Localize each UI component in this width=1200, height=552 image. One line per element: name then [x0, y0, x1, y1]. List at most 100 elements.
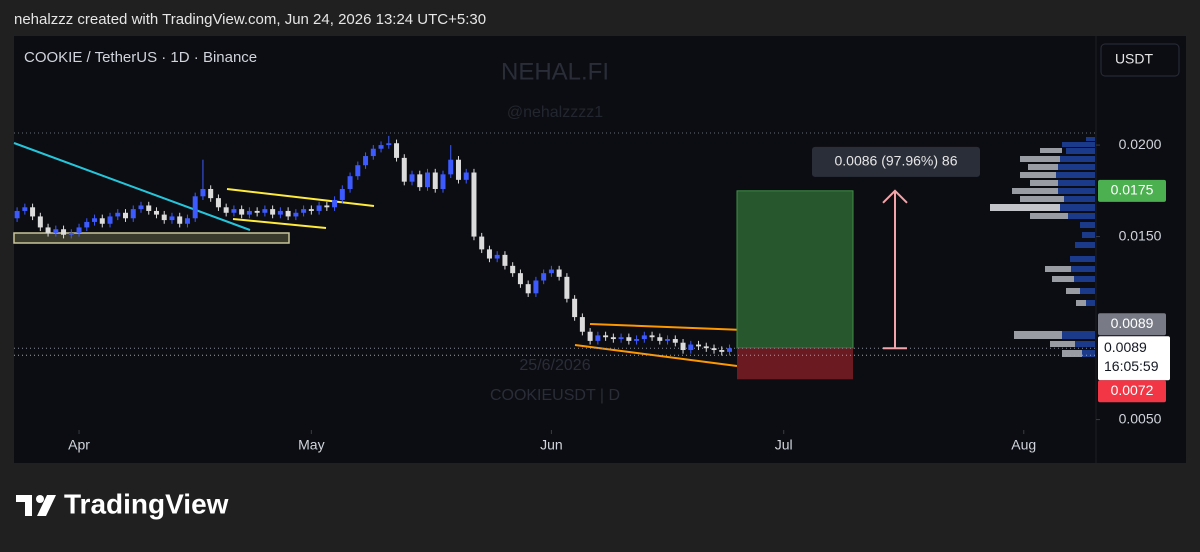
entry-label: 0.0089	[1111, 315, 1154, 331]
candle-body	[432, 172, 438, 189]
candle-body	[37, 216, 43, 228]
candle-body	[332, 199, 338, 208]
candle-body	[595, 335, 601, 341]
candle-body	[316, 205, 322, 211]
measure-arrowhead	[882, 189, 908, 204]
vp-bar	[1020, 172, 1056, 178]
vp-bar	[1068, 213, 1095, 219]
candle-body	[564, 276, 570, 299]
vp-bar	[1062, 350, 1082, 357]
candle-body	[53, 229, 59, 233]
trendline	[232, 218, 327, 229]
candle-body	[440, 174, 446, 189]
vp-bar	[1045, 266, 1071, 272]
candle-body	[153, 210, 159, 215]
vp-bar	[1075, 341, 1095, 347]
vp-bar	[1058, 188, 1095, 194]
candle-body	[246, 210, 252, 215]
candle-body	[262, 209, 268, 213]
vp-bar	[1028, 164, 1058, 170]
candle-body	[363, 156, 369, 166]
candle-body	[587, 331, 593, 341]
candle-body	[610, 337, 616, 340]
trendline	[13, 142, 251, 231]
candle-body	[672, 339, 678, 343]
logo-mark	[36, 495, 44, 503]
vp-bar	[1086, 300, 1095, 306]
candle-body	[30, 207, 36, 217]
vp-bar	[1012, 188, 1058, 194]
candle-body	[184, 218, 190, 224]
volume-profile	[990, 137, 1095, 357]
candle-body	[386, 143, 392, 146]
candle-body	[510, 265, 516, 274]
entry-label-bg	[1098, 313, 1166, 336]
vp-bar	[1076, 300, 1086, 306]
candle-body	[727, 348, 733, 352]
vp-bar	[1062, 331, 1095, 339]
x-tick-label: Apr	[68, 437, 90, 453]
loss-zone	[737, 348, 853, 380]
candle-body	[215, 198, 221, 208]
candle-body	[657, 337, 663, 341]
candle-body	[394, 143, 400, 158]
candle-body	[61, 229, 67, 235]
candle-body	[556, 269, 562, 277]
candle-body	[572, 298, 578, 318]
candle-body	[541, 273, 547, 281]
chart-title: COOKIE / TetherUS · 1D · Binance	[24, 49, 257, 66]
candle-body	[115, 212, 121, 217]
vp-bar	[1080, 222, 1095, 228]
candle-body	[107, 216, 113, 224]
candle-body	[355, 165, 361, 177]
last-price-label: 0.0089	[1104, 339, 1147, 355]
vp-bar	[1082, 232, 1095, 238]
y-tick-label: 0.0150	[1119, 227, 1162, 243]
support-zone	[13, 232, 290, 244]
watermark-handle: @nehalzzzz1	[507, 104, 603, 121]
candle-body	[626, 337, 632, 341]
candle-body	[455, 159, 461, 180]
trendline	[226, 188, 375, 207]
candle-body	[649, 335, 655, 338]
header: nehalzzz created with TradingView.com, J…	[14, 11, 486, 28]
vp-bar	[1064, 196, 1095, 202]
candle-body	[285, 210, 291, 217]
candle-body	[239, 209, 245, 215]
x-tick-label: Aug	[1011, 437, 1036, 453]
vp-bar	[1074, 276, 1095, 282]
countdown-label: 16:05:59	[1104, 358, 1159, 374]
candle-body	[618, 337, 624, 340]
target-label-bg	[1098, 179, 1166, 202]
candle-body	[123, 212, 129, 219]
candle-body	[293, 212, 299, 217]
vp-bar	[1030, 213, 1068, 219]
candle-body	[517, 273, 523, 285]
candle-body	[641, 335, 647, 340]
measure-label-bg	[812, 146, 980, 177]
vp-bar	[1060, 204, 1095, 211]
vp-bar	[1062, 142, 1095, 147]
candle-body	[688, 344, 694, 351]
candle-body	[401, 157, 407, 182]
x-tick-label: Jul	[775, 437, 793, 453]
currency-button[interactable]	[1100, 43, 1180, 77]
candle-body	[208, 188, 214, 199]
vp-bar	[1056, 172, 1095, 178]
vp-bar	[1066, 288, 1080, 294]
candle-body	[324, 205, 330, 208]
watermark-brand: NEHAL.FI	[501, 58, 609, 85]
vp-bar	[1060, 156, 1095, 162]
candle-body	[370, 148, 376, 157]
candle-body	[22, 207, 28, 211]
chart-panel	[14, 36, 1186, 463]
candle-body	[76, 227, 82, 233]
candle-body	[665, 339, 671, 341]
candle-body	[223, 207, 229, 213]
vp-bar	[1030, 180, 1058, 186]
logo-mark	[16, 495, 32, 516]
vp-bar	[1071, 266, 1095, 272]
candle-body	[270, 209, 276, 215]
profit-zone	[736, 190, 854, 349]
